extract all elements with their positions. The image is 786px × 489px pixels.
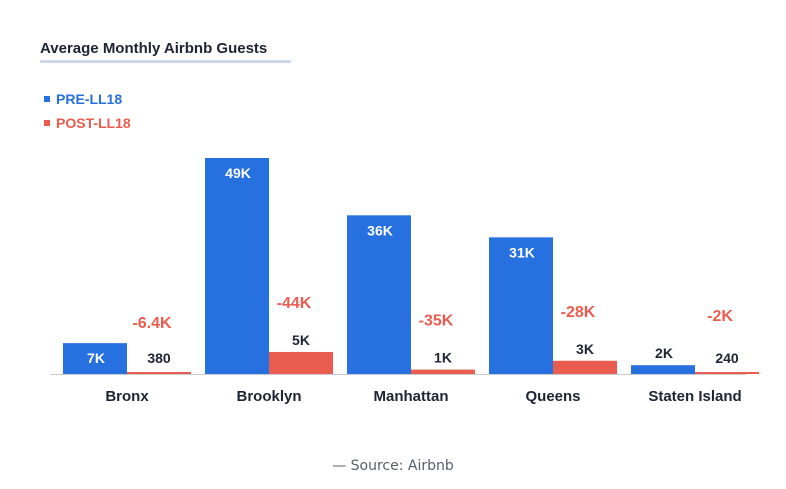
change-brooklyn: -44K: [277, 295, 312, 312]
bar-pre-manhattan: [347, 215, 411, 374]
title-underline: [40, 60, 291, 63]
label-pre-manhattan: 36K: [367, 222, 393, 238]
bar-post-manhattan: [411, 369, 475, 374]
legend-swatch-pre: [44, 96, 50, 102]
change-queens: -28K: [561, 304, 596, 321]
legend-label-post: POST-LL18: [56, 115, 131, 131]
label-pre-bronx: 7K: [87, 350, 105, 366]
legend-pre: PRE-LL18: [44, 91, 122, 107]
category-label-staten-island: Staten Island: [648, 388, 741, 405]
label-pre-queens: 31K: [509, 244, 535, 260]
bar-post-staten-island: [695, 372, 759, 374]
bar-post-bronx: [127, 372, 191, 374]
category-label-brooklyn: Brooklyn: [236, 388, 301, 405]
label-pre-brooklyn: 49K: [225, 165, 251, 181]
category-label-queens: Queens: [525, 388, 580, 405]
label-post-bronx: 380: [147, 350, 171, 366]
category-label-bronx: Bronx: [105, 388, 149, 405]
bar-pre-queens: [489, 237, 553, 374]
label-post-brooklyn: 5K: [292, 332, 310, 348]
label-post-manhattan: 1K: [434, 350, 452, 366]
legend-label-pre: PRE-LL18: [56, 91, 123, 107]
change-manhattan: -35K: [419, 313, 454, 330]
bar-pre-brooklyn: [205, 158, 269, 374]
source-caption: — Source: Airbnb: [332, 458, 454, 474]
legend-post: POST-LL18: [44, 115, 131, 131]
change-bronx: -6.4K: [132, 315, 172, 332]
label-pre-staten-island: 2K: [655, 345, 673, 361]
bar-pre-staten-island: [631, 365, 695, 374]
category-label-manhattan: Manhattan: [374, 388, 449, 405]
chart-title: Average Monthly Airbnb Guests: [40, 40, 268, 57]
change-staten-island: -2K: [707, 308, 733, 325]
legend-swatch-post: [44, 120, 50, 126]
bar-pre-bronx: [63, 343, 127, 374]
bar-post-brooklyn: [269, 351, 333, 374]
label-post-staten-island: 240: [715, 350, 739, 366]
label-post-queens: 3K: [576, 341, 594, 357]
bar-post-queens: [553, 360, 617, 374]
